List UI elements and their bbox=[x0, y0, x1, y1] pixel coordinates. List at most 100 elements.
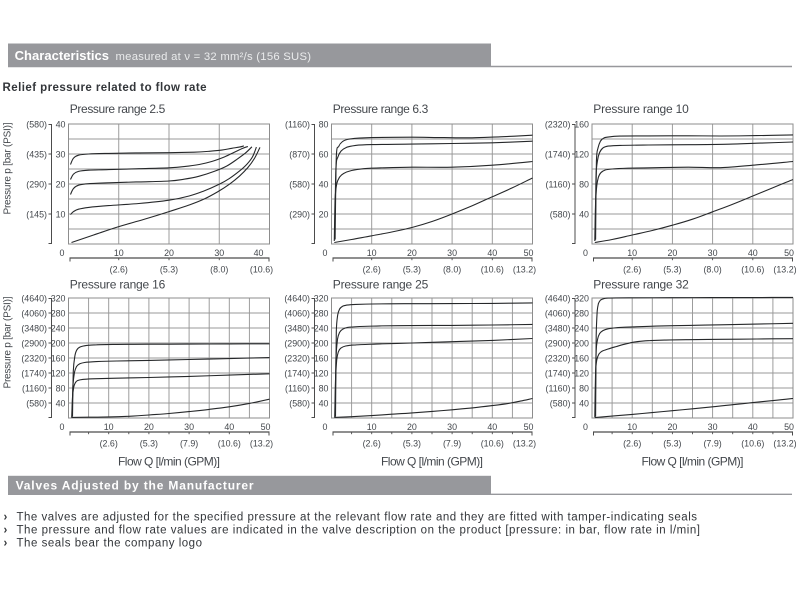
svg-text:320: 320 bbox=[574, 294, 589, 304]
svg-text:280: 280 bbox=[314, 309, 329, 319]
svg-text:(10.6): (10.6) bbox=[481, 264, 504, 274]
svg-text:10: 10 bbox=[114, 248, 124, 258]
svg-text:Pressure range 32: Pressure range 32 bbox=[593, 278, 689, 292]
svg-text:50: 50 bbox=[784, 248, 794, 258]
svg-text:50: 50 bbox=[524, 422, 534, 432]
svg-text:Pressure p [bar (PSI)]: Pressure p [bar (PSI)] bbox=[3, 122, 14, 214]
svg-text:80: 80 bbox=[319, 120, 329, 130]
svg-text:Pressure range 6.3: Pressure range 6.3 bbox=[333, 102, 429, 116]
svg-text:(1740): (1740) bbox=[21, 369, 47, 379]
svg-text:40: 40 bbox=[56, 399, 66, 409]
svg-text:80: 80 bbox=[579, 180, 589, 190]
svg-text:(7.9): (7.9) bbox=[180, 438, 198, 448]
svg-text:Pressure p [bar (PSI)]: Pressure p [bar (PSI)] bbox=[3, 296, 14, 388]
svg-text:›: › bbox=[4, 524, 8, 536]
svg-text:(7.9): (7.9) bbox=[443, 438, 461, 448]
svg-text:Flow Q [l/min (GPM)]: Flow Q [l/min (GPM)] bbox=[381, 455, 483, 469]
svg-text:(10.6): (10.6) bbox=[250, 264, 273, 274]
svg-text:(13.2): (13.2) bbox=[773, 264, 796, 274]
svg-text:160: 160 bbox=[51, 354, 66, 364]
svg-text:(8.0): (8.0) bbox=[443, 264, 461, 274]
svg-text:(2.6): (2.6) bbox=[623, 438, 641, 448]
svg-text:40: 40 bbox=[748, 248, 758, 258]
svg-text:10: 10 bbox=[627, 422, 637, 432]
svg-text:30: 30 bbox=[708, 248, 718, 258]
svg-text:50: 50 bbox=[524, 248, 534, 258]
svg-text:40: 40 bbox=[487, 248, 497, 258]
svg-text:(5.3): (5.3) bbox=[160, 264, 178, 274]
svg-text:The seals bear the company log: The seals bear the company logo bbox=[17, 537, 203, 549]
svg-text:(13.2): (13.2) bbox=[513, 264, 536, 274]
svg-text:30: 30 bbox=[708, 422, 718, 432]
svg-text:40: 40 bbox=[56, 120, 66, 130]
svg-text:(10.6): (10.6) bbox=[741, 264, 764, 274]
svg-text:(3480): (3480) bbox=[545, 324, 571, 334]
svg-text:(2320): (2320) bbox=[545, 354, 571, 364]
svg-text:120: 120 bbox=[51, 369, 66, 379]
svg-text:10: 10 bbox=[367, 248, 377, 258]
svg-text:(580): (580) bbox=[289, 399, 310, 409]
svg-text:(8.0): (8.0) bbox=[703, 264, 721, 274]
svg-text:Valves Adjusted by the Manufac: Valves Adjusted by the Manufacturer bbox=[16, 478, 254, 492]
svg-text:(2.6): (2.6) bbox=[623, 264, 641, 274]
svg-text:0: 0 bbox=[583, 422, 588, 432]
svg-text:40: 40 bbox=[254, 248, 264, 258]
svg-text:(145): (145) bbox=[26, 210, 47, 220]
svg-text:160: 160 bbox=[574, 354, 589, 364]
svg-text:(4060): (4060) bbox=[545, 309, 571, 319]
svg-text:(580): (580) bbox=[26, 120, 47, 130]
svg-text:30: 30 bbox=[184, 422, 194, 432]
svg-text:20: 20 bbox=[667, 248, 677, 258]
svg-text:(3480): (3480) bbox=[21, 324, 47, 334]
svg-text:›: › bbox=[4, 511, 8, 523]
svg-text:(5.3): (5.3) bbox=[403, 264, 421, 274]
svg-text:120: 120 bbox=[314, 369, 329, 379]
svg-text:40: 40 bbox=[579, 399, 589, 409]
svg-text:(1160): (1160) bbox=[546, 180, 571, 190]
svg-text:(1740): (1740) bbox=[284, 369, 310, 379]
svg-text:0: 0 bbox=[323, 422, 328, 432]
svg-text:(7.9): (7.9) bbox=[703, 438, 721, 448]
svg-text:The valves are adjusted for th: The valves are adjusted for the specifie… bbox=[17, 511, 698, 523]
svg-text:80: 80 bbox=[56, 384, 66, 394]
svg-text:20: 20 bbox=[319, 210, 329, 220]
svg-text:(2900): (2900) bbox=[545, 339, 571, 349]
svg-text:(2.6): (2.6) bbox=[363, 438, 381, 448]
svg-text:10: 10 bbox=[367, 422, 377, 432]
svg-text:280: 280 bbox=[51, 309, 66, 319]
svg-text:120: 120 bbox=[574, 150, 589, 160]
svg-text:30: 30 bbox=[214, 248, 224, 258]
svg-text:Flow Q [l/min (GPM)]: Flow Q [l/min (GPM)] bbox=[118, 455, 220, 469]
svg-text:(5.3): (5.3) bbox=[140, 438, 158, 448]
svg-text:(1160): (1160) bbox=[285, 384, 310, 394]
svg-text:20: 20 bbox=[667, 422, 677, 432]
svg-text:(3480): (3480) bbox=[284, 324, 310, 334]
svg-text:20: 20 bbox=[164, 248, 174, 258]
svg-text:0: 0 bbox=[583, 248, 588, 258]
svg-text:320: 320 bbox=[51, 294, 66, 304]
svg-text:160: 160 bbox=[574, 120, 589, 130]
svg-text:(2.6): (2.6) bbox=[100, 438, 118, 448]
svg-text:60: 60 bbox=[319, 150, 329, 160]
svg-text:40: 40 bbox=[319, 180, 329, 190]
svg-text:40: 40 bbox=[487, 422, 497, 432]
svg-text:(2900): (2900) bbox=[284, 339, 310, 349]
svg-text:20: 20 bbox=[144, 422, 154, 432]
svg-text:(290): (290) bbox=[26, 180, 47, 190]
svg-text:20: 20 bbox=[407, 248, 417, 258]
svg-text:240: 240 bbox=[51, 324, 66, 334]
svg-text:Flow Q [l/min (GPM)]: Flow Q [l/min (GPM)] bbox=[642, 455, 744, 469]
svg-text:40: 40 bbox=[748, 422, 758, 432]
svg-text:Pressure range 16: Pressure range 16 bbox=[70, 278, 166, 292]
svg-text:280: 280 bbox=[574, 309, 589, 319]
svg-text:10: 10 bbox=[627, 248, 637, 258]
svg-text:(13.2): (13.2) bbox=[250, 438, 273, 448]
svg-text:240: 240 bbox=[314, 324, 329, 334]
svg-text:Pressure range 25: Pressure range 25 bbox=[333, 278, 429, 292]
svg-text:(13.2): (13.2) bbox=[773, 438, 796, 448]
svg-text:200: 200 bbox=[51, 339, 66, 349]
svg-text:(4640): (4640) bbox=[284, 294, 310, 304]
svg-text:(1740): (1740) bbox=[545, 150, 571, 160]
svg-text:30: 30 bbox=[447, 248, 457, 258]
svg-text:160: 160 bbox=[314, 354, 329, 364]
